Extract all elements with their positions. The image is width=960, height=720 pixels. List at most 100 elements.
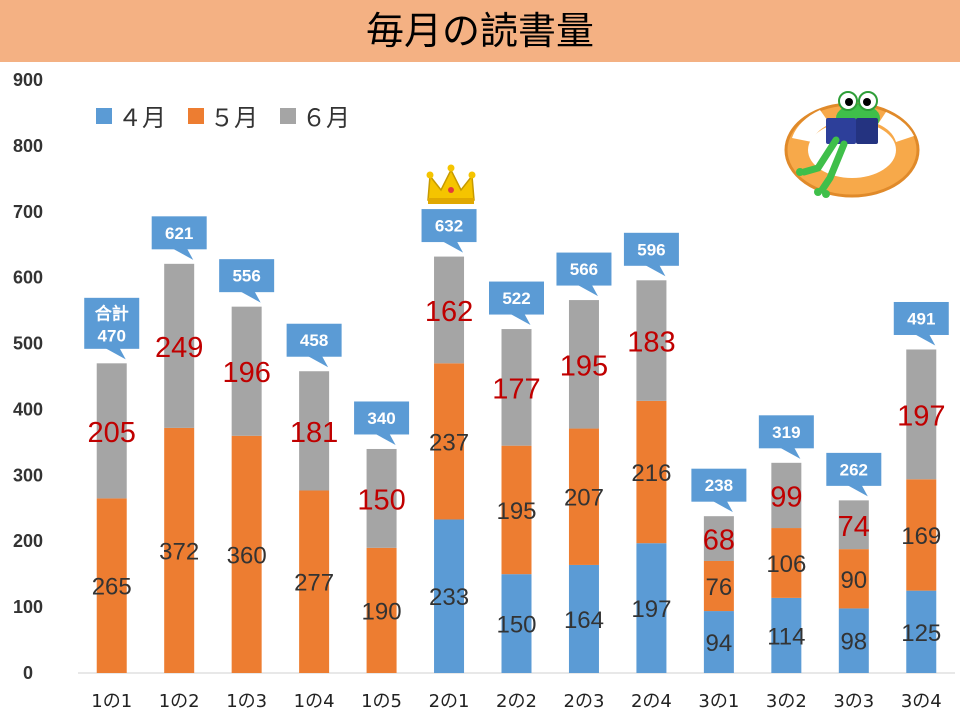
total-label: 458 — [300, 331, 328, 350]
bar-segment — [501, 574, 532, 673]
category-label: 3の2 — [766, 691, 807, 712]
data-label: 98 — [840, 629, 867, 656]
total-callout-pointer — [577, 285, 598, 297]
y-tick-label: 500 — [13, 334, 43, 354]
total-prefix-label: 合計 — [95, 303, 129, 323]
bar-segment — [434, 363, 465, 520]
category-label: 2の2 — [496, 691, 537, 712]
category-label: 3の3 — [833, 691, 874, 712]
total-callout-box — [555, 251, 613, 287]
category-label: 1の5 — [361, 691, 402, 712]
bar-segment — [771, 528, 802, 598]
total-callout-pointer — [375, 433, 396, 445]
total-callout-pointer — [105, 348, 126, 360]
data-label: 207 — [564, 485, 604, 512]
total-callout-box — [488, 280, 545, 316]
bars — [96, 256, 937, 673]
bar-segment — [96, 498, 127, 673]
bar-segment — [906, 479, 937, 591]
bar-segment — [771, 597, 802, 673]
total-callout-pointer — [510, 314, 531, 326]
bar-segment — [703, 516, 734, 561]
data-label: 195 — [496, 498, 536, 525]
total-callout-box — [622, 231, 680, 267]
bar-segment — [434, 256, 465, 364]
category-label: 1の2 — [159, 691, 200, 712]
y-tick-label: 0 — [23, 663, 33, 683]
data-label: 164 — [564, 607, 604, 634]
data-label-june: 74 — [838, 511, 870, 543]
y-tick-label: 800 — [13, 136, 43, 156]
data-label: 90 — [840, 567, 867, 594]
data-label: 265 — [92, 574, 132, 601]
total-callout-pointer — [308, 356, 329, 368]
bar-segment — [299, 371, 330, 491]
total-label: 319 — [772, 423, 800, 442]
bar-segment — [636, 280, 667, 401]
data-label: 169 — [901, 523, 941, 550]
category-label: 1の1 — [91, 691, 132, 712]
data-label-june: 195 — [560, 350, 608, 382]
bar-segment — [231, 435, 262, 673]
data-label: 94 — [706, 630, 733, 657]
data-label: 277 — [294, 570, 334, 597]
total-label: 470 — [98, 326, 126, 345]
data-label-june: 197 — [897, 400, 945, 432]
data-label-june: 249 — [155, 332, 203, 364]
bar-segment — [96, 363, 127, 499]
bar-segment — [906, 349, 937, 480]
data-label: 216 — [631, 460, 671, 487]
total-callout-pointer — [780, 447, 801, 459]
bar-segment — [703, 611, 734, 673]
x-axis: 1の1 1の2 1の3 1の4 1の5 2の1 2の2 2の3 2の4 3の1 3の2 3の3 3の4 — [91, 691, 941, 712]
bar-segment — [164, 427, 195, 673]
bar-segment — [434, 519, 465, 673]
y-tick-label: 200 — [13, 531, 43, 551]
data-label: 197 — [631, 596, 671, 623]
frog-reading-illustration — [784, 91, 920, 198]
total-callout-box — [83, 296, 141, 350]
y-tick-label: 300 — [13, 465, 43, 485]
legend-label: ４月 — [118, 104, 166, 132]
bar-segment — [636, 400, 667, 544]
total-label: 566 — [570, 260, 598, 279]
bar-segment — [568, 428, 599, 565]
total-label: 621 — [165, 224, 193, 243]
bar-segment — [838, 608, 869, 673]
data-label-june: 196 — [222, 357, 270, 389]
total-callout-pointer — [712, 501, 733, 513]
bar-segment — [703, 560, 734, 612]
total-label: 522 — [502, 289, 530, 308]
total-label: 632 — [435, 217, 463, 236]
data-labels: 265 205 372 249 360 196 277 181 190 150 233 237 162 1… — [88, 296, 946, 657]
legend-label: ５月 — [210, 104, 258, 132]
data-label-june: 177 — [492, 373, 540, 405]
legend-swatch — [188, 108, 204, 124]
bar-segment — [568, 564, 599, 673]
bar-segment — [299, 490, 330, 673]
data-label: 125 — [901, 620, 941, 647]
y-tick-label: 400 — [13, 399, 43, 419]
bar-segment — [906, 590, 937, 673]
legend-swatch — [280, 108, 296, 124]
total-callouts: 合計 470 621 556 458 340 632 522 566 596 238 319 262 49… — [83, 208, 950, 513]
bar-segment — [838, 549, 869, 609]
data-label-june: 162 — [425, 296, 473, 328]
legend-swatch — [96, 108, 112, 124]
data-label: 237 — [429, 429, 469, 456]
bar-segment — [501, 329, 532, 446]
data-label: 233 — [429, 584, 469, 611]
category-label: 2の1 — [429, 691, 470, 712]
data-label: 150 — [496, 612, 536, 639]
bar-segment — [568, 300, 599, 429]
bar-segment — [231, 306, 262, 436]
total-callout-pointer — [443, 241, 464, 253]
total-label: 556 — [232, 267, 260, 286]
total-callout-box — [757, 414, 815, 450]
total-callout-box — [825, 451, 883, 487]
chart-title: 毎月の読書量 — [365, 9, 594, 53]
data-label-june: 68 — [703, 525, 735, 557]
total-callout-pointer — [847, 485, 868, 497]
data-label-june: 183 — [627, 327, 675, 359]
total-callout-box — [150, 215, 208, 251]
